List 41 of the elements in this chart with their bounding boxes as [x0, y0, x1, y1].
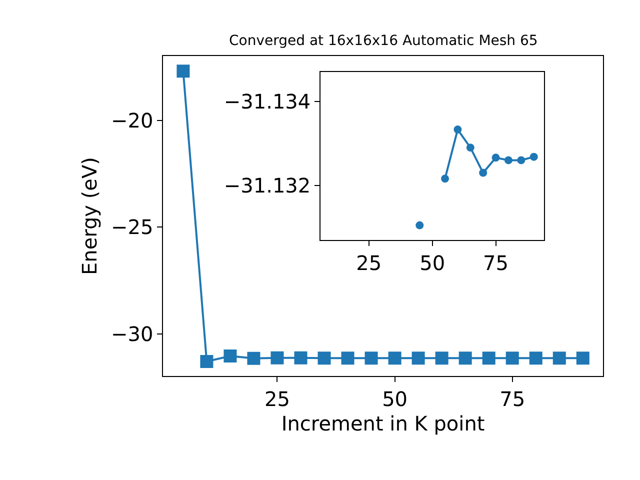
x-tick-label: 75 — [483, 251, 508, 275]
point — [530, 152, 538, 161]
point — [529, 352, 542, 365]
y-tick-label: −30 — [110, 322, 154, 346]
point — [364, 352, 378, 365]
point — [552, 352, 566, 365]
point — [294, 351, 308, 364]
point — [341, 352, 354, 365]
point — [479, 168, 488, 177]
x-tick-label: 25 — [264, 386, 290, 411]
x-tick-label: 50 — [382, 386, 408, 411]
point — [482, 352, 496, 365]
point — [441, 174, 450, 183]
y-tick-label: −31.132 — [224, 173, 311, 198]
point — [247, 352, 260, 365]
point — [576, 352, 590, 365]
y-tick-label: −31.134 — [224, 89, 311, 114]
point — [466, 144, 474, 152]
point — [506, 352, 519, 365]
x-axis-title: Increment in K point — [281, 411, 485, 436]
point — [504, 156, 512, 164]
y-tick-label: −20 — [110, 108, 154, 132]
point — [517, 156, 526, 164]
point — [270, 351, 284, 364]
x-tick-label: 75 — [500, 386, 526, 411]
y-tick-label: −25 — [110, 215, 154, 240]
point — [435, 352, 448, 365]
point — [224, 349, 237, 362]
point — [416, 221, 424, 230]
point — [454, 126, 462, 134]
point — [318, 352, 331, 365]
y-axis-title: Energy (eV) — [77, 157, 102, 275]
point — [492, 154, 500, 162]
chart-title: Converged at 16x16x16 Automatic Mesh 65 — [229, 33, 538, 49]
point — [458, 352, 472, 365]
point — [176, 64, 190, 78]
point — [200, 355, 214, 368]
x-tick-label: 25 — [356, 251, 382, 275]
x-tick-label: 50 — [420, 251, 446, 275]
point — [412, 352, 425, 365]
point — [388, 352, 402, 365]
